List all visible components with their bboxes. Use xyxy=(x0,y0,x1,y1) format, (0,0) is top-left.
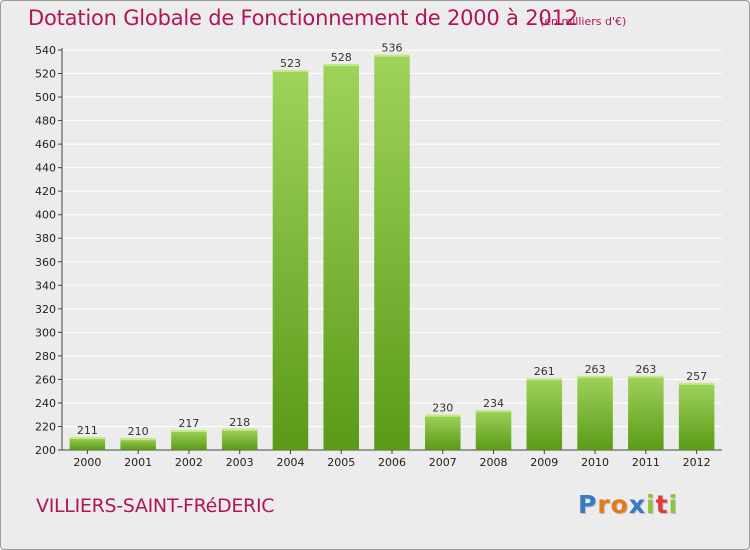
data-label: 263 xyxy=(635,363,656,376)
y-tick-label: 540 xyxy=(35,44,56,57)
data-label: 210 xyxy=(128,425,149,438)
x-tick-label: 2003 xyxy=(226,456,254,469)
x-tick-label: 2004 xyxy=(276,456,304,469)
data-label: 528 xyxy=(331,51,352,64)
bar-top-highlight xyxy=(272,70,309,72)
y-tick-label: 220 xyxy=(35,420,56,433)
y-tick-label: 360 xyxy=(35,256,56,269)
y-tick-label: 300 xyxy=(35,326,56,339)
bar xyxy=(221,428,258,450)
x-tick-label: 2006 xyxy=(378,456,406,469)
data-label: 217 xyxy=(178,417,199,430)
bar xyxy=(120,438,156,450)
x-tick-label: 2009 xyxy=(530,456,558,469)
data-label: 257 xyxy=(686,370,707,383)
logo-letter: r xyxy=(597,490,611,519)
y-tick-label: 500 xyxy=(35,91,56,104)
logo-letter: P xyxy=(578,490,598,519)
logo-letter: x xyxy=(628,490,646,519)
y-tick-label: 380 xyxy=(35,232,56,245)
bar-top-highlight xyxy=(171,430,207,432)
y-tick-label: 520 xyxy=(35,68,56,81)
x-tick-label: 2007 xyxy=(429,456,457,469)
bar xyxy=(171,430,207,450)
y-tick-label: 400 xyxy=(35,209,56,222)
x-tick-label: 2005 xyxy=(327,456,355,469)
y-axis-ticks: 200 220 240 260 280 300 320 340 360 380 400 420 440 4… xyxy=(35,44,62,457)
x-tick-label: 2011 xyxy=(632,456,660,469)
x-tick-label: 2010 xyxy=(581,456,609,469)
y-tick-label: 320 xyxy=(35,303,56,316)
bar-top-highlight xyxy=(628,375,664,378)
data-label: 261 xyxy=(534,365,555,378)
bar-top-highlight xyxy=(323,64,359,67)
bar-top-highlight xyxy=(577,375,613,378)
y-tick-label: 440 xyxy=(35,162,56,175)
x-axis-ticks: 2000 2001 2002 2003 2004 2005 2006 2007 2008 2009… xyxy=(73,450,711,469)
x-tick-label: 2002 xyxy=(175,456,203,469)
y-tick-label: 240 xyxy=(35,397,56,410)
logo-letter: o xyxy=(610,490,629,519)
bar-top-highlight xyxy=(221,428,258,431)
chart-title: Dotation Globale de Fonctionnement de 20… xyxy=(28,6,578,30)
bar xyxy=(272,70,309,450)
y-tick-label: 420 xyxy=(35,185,56,198)
bar-top-highlight xyxy=(678,382,715,385)
data-label: 211 xyxy=(77,424,98,437)
logo-letter: t xyxy=(655,490,669,519)
proxiti-logo: Proxiti xyxy=(578,490,678,519)
data-label: 218 xyxy=(229,416,250,429)
bar-top-highlight xyxy=(69,437,106,440)
bar-top-highlight xyxy=(120,438,156,441)
bar xyxy=(374,54,410,451)
y-tick-label: 200 xyxy=(35,444,56,457)
bar-top-highlight xyxy=(475,410,512,412)
y-tick-label: 280 xyxy=(35,350,56,363)
data-labels: 211 210 217 218 523 528 536 230 234 261 263 263 257 xyxy=(77,42,707,439)
bar-top-highlight xyxy=(526,378,563,381)
bar xyxy=(628,375,664,450)
logo-letter: i xyxy=(646,490,656,519)
y-tick-label: 460 xyxy=(35,138,56,151)
data-label: 234 xyxy=(483,397,504,410)
bar xyxy=(475,410,512,450)
bar xyxy=(323,64,359,450)
data-label: 523 xyxy=(280,57,301,70)
x-tick-label: 2000 xyxy=(73,456,101,469)
bar xyxy=(577,375,613,450)
bar-top-highlight xyxy=(425,414,461,417)
bar xyxy=(425,414,461,450)
logo-letter: i xyxy=(668,490,679,519)
y-tick-label: 260 xyxy=(35,373,56,386)
y-tick-label: 480 xyxy=(35,115,56,128)
bar xyxy=(69,437,106,450)
data-label: 536 xyxy=(382,42,403,55)
y-tick-label: 340 xyxy=(35,279,56,292)
chart-subtitle: (en milliers d'€) xyxy=(540,15,627,28)
x-tick-label: 2012 xyxy=(683,456,711,469)
bar xyxy=(526,378,563,450)
bar-top-highlight xyxy=(374,54,410,57)
bars xyxy=(69,54,715,451)
data-label: 263 xyxy=(585,363,606,376)
data-label: 230 xyxy=(432,402,453,415)
x-tick-label: 2008 xyxy=(480,456,508,469)
x-tick-label: 2001 xyxy=(124,456,152,469)
bar xyxy=(678,382,715,450)
town-name: VILLIERS-SAINT-FRéDERIC xyxy=(36,495,275,517)
